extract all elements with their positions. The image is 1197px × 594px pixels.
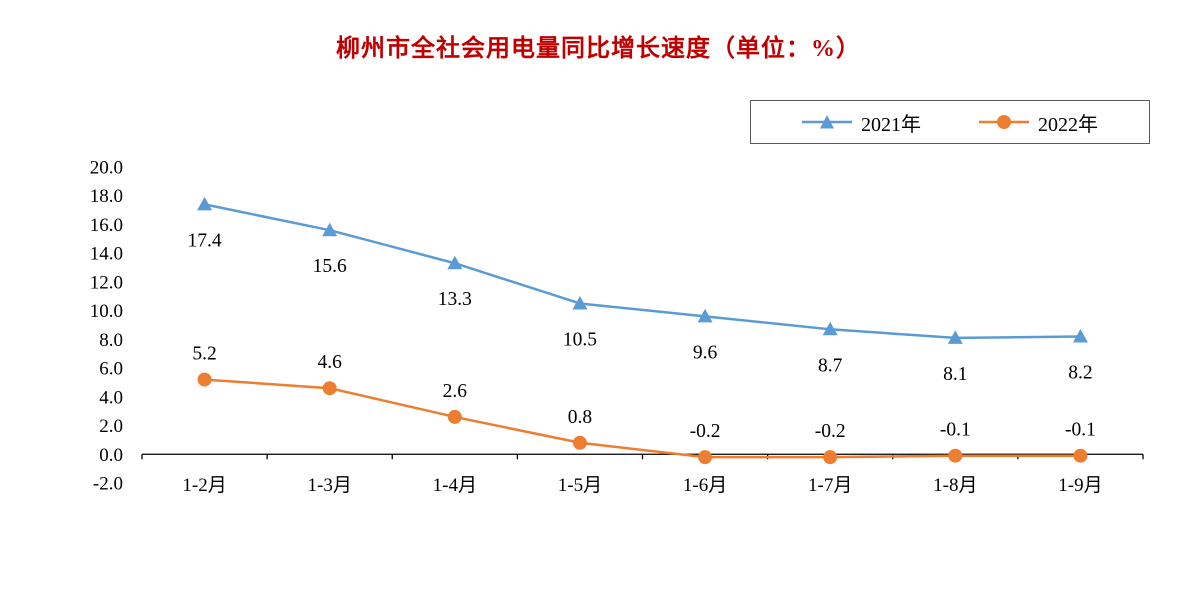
triangle-marker-icon xyxy=(697,308,713,323)
data-label: 9.6 xyxy=(693,342,718,363)
triangle-marker-icon xyxy=(822,321,838,336)
y-axis-tick-label: 16.0 xyxy=(90,215,123,236)
legend-item-2021: 2021年 xyxy=(802,108,921,137)
data-label: 4.6 xyxy=(318,352,343,373)
x-axis-category-label: 1-3月 xyxy=(308,475,352,496)
x-axis-category-label: 1-6月 xyxy=(683,475,727,496)
y-axis-tick-label: 4.0 xyxy=(99,387,123,408)
y-axis-tick-label: 0.0 xyxy=(99,445,123,466)
data-label: 0.8 xyxy=(568,407,592,428)
y-axis-tick-label: 18.0 xyxy=(90,186,123,207)
x-axis-category-label: 1-8月 xyxy=(933,475,977,496)
triangle-marker-icon xyxy=(1072,328,1088,343)
series-line-2021年 xyxy=(203,203,1082,340)
series-line-2022年 xyxy=(203,378,1082,459)
data-label: -0.2 xyxy=(815,421,846,442)
y-axis-tick-label: 14.0 xyxy=(90,244,123,265)
x-axis-category-label: 1-5月 xyxy=(558,475,602,496)
triangle-marker-icon xyxy=(197,196,213,211)
circle-marker-icon xyxy=(572,435,587,450)
circle-marker-icon xyxy=(948,448,963,463)
chart-title: 柳州市全社会用电量同比增长速度（单位：%） xyxy=(336,36,861,62)
circle-marker-icon xyxy=(698,450,713,465)
triangle-marker-icon xyxy=(322,222,338,237)
circle-marker-icon xyxy=(1073,448,1088,463)
x-axis-category-label: 1-7月 xyxy=(808,475,852,496)
circle-marker-icon xyxy=(197,372,212,387)
circle-marker-icon xyxy=(322,381,337,396)
y-axis-tick-label: 12.0 xyxy=(90,272,123,293)
y-axis-tick-label: 6.0 xyxy=(99,359,123,380)
legend: 2021年 2022年 xyxy=(750,100,1150,144)
x-axis-category-label: 1-9月 xyxy=(1058,475,1102,496)
data-label: 8.1 xyxy=(943,364,967,385)
data-label: 17.4 xyxy=(188,230,222,251)
data-label: -0.2 xyxy=(690,421,721,442)
triangle-marker-icon xyxy=(947,330,963,344)
x-axis-category-label: 1-4月 xyxy=(433,475,477,496)
legend-circle-marker-icon xyxy=(979,115,1029,129)
data-label: 5.2 xyxy=(192,344,216,365)
line-chart: 20.0 18.0 16.0 14.0 12.0 10.0 8.0 6.0 4.0 2.0 0.0 -… xyxy=(90,158,1144,496)
circle-marker-icon xyxy=(447,409,462,424)
data-label: 10.5 xyxy=(563,329,597,350)
circle-marker-icon xyxy=(823,450,838,465)
legend-item-2022: 2022年 xyxy=(979,108,1098,137)
x-axis-category-label: 1-2月 xyxy=(182,475,226,496)
data-label: -0.1 xyxy=(940,420,971,441)
data-label: 13.3 xyxy=(438,289,472,310)
y-axis-tick-label: 10.0 xyxy=(90,301,123,322)
y-axis-tick-label: -2.0 xyxy=(93,474,123,495)
data-label: 8.7 xyxy=(818,355,843,376)
data-label: 8.2 xyxy=(1068,362,1092,383)
legend-triangle-marker-icon xyxy=(802,115,852,129)
triangle-marker-icon xyxy=(447,255,463,270)
legend-label-2022: 2022年 xyxy=(1038,113,1098,136)
data-label: 2.6 xyxy=(443,381,468,402)
data-label: 15.6 xyxy=(313,256,347,277)
y-axis-tick-label: 8.0 xyxy=(99,330,123,351)
data-label: -0.1 xyxy=(1065,420,1096,441)
y-axis-tick-label: 2.0 xyxy=(99,416,123,437)
y-axis-tick-label: 20.0 xyxy=(90,158,123,179)
triangle-marker-icon xyxy=(572,295,588,310)
legend-label-2021: 2021年 xyxy=(861,113,921,136)
